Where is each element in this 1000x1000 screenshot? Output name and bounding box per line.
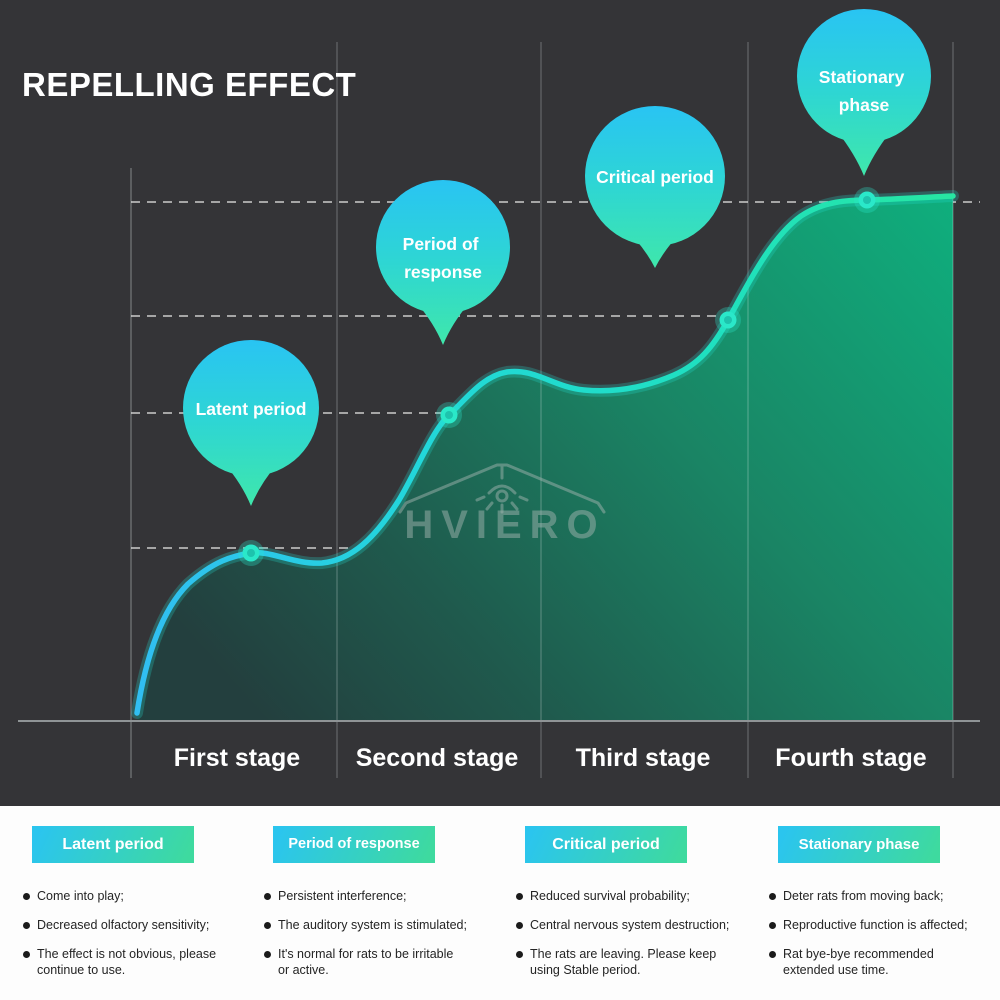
- data-point-1: [238, 540, 264, 566]
- bullet-list: Come into play; Decreased olfactory sens…: [22, 888, 257, 979]
- list-item: Decreased olfactory sensitivity;: [22, 917, 257, 934]
- stage-axis-labels: First stage Second stage Third stage Fou…: [174, 744, 927, 772]
- list-item: The auditory system is stimulated;: [263, 917, 501, 934]
- vertical-gridlines: [336, 42, 954, 778]
- stage-label-second: Second stage: [356, 744, 519, 772]
- column-stationary-phase: Stationary phase Deter rats from moving …: [768, 826, 986, 991]
- list-item: The rats are leaving. Please keep using …: [515, 946, 761, 980]
- column-period-of-response: Period of response Persistent interferen…: [263, 826, 501, 991]
- repelling-effect-chart: HVIERO: [18, 9, 980, 778]
- node-core: [445, 411, 453, 419]
- list-item: Rat bye-bye recommended extended use tim…: [768, 946, 986, 980]
- node-core: [724, 316, 732, 324]
- bullet-list: Deter rats from moving back; Reproductiv…: [768, 888, 986, 979]
- chart-panel: HVIERO: [0, 0, 1000, 806]
- watermark: HVIERO: [398, 463, 606, 547]
- balloon-body: [376, 180, 510, 314]
- node-core: [863, 196, 871, 204]
- data-point-2: [436, 402, 462, 428]
- badge-period-of-response: Period of response: [273, 826, 435, 863]
- balloon-label: Critical period: [596, 167, 714, 187]
- balloon-body: [183, 340, 319, 476]
- list-item: Come into play;: [22, 888, 257, 905]
- badge-stationary-phase: Stationary phase: [778, 826, 940, 863]
- badge-latent-period: Latent period: [32, 826, 194, 863]
- data-point-3: [715, 307, 741, 333]
- list-item: It's normal for rats to be irritable or …: [263, 946, 501, 980]
- stage-label-third: Third stage: [576, 744, 711, 772]
- balloon-latent-period: Latent period: [183, 340, 319, 506]
- balloon-critical-period: Critical period: [585, 106, 725, 268]
- bullet-list: Reduced survival probability; Central ne…: [515, 888, 761, 979]
- lamp-bulb: [495, 489, 509, 503]
- list-item: Reduced survival probability;: [515, 888, 761, 905]
- list-item: Central nervous system destruction;: [515, 917, 761, 934]
- column-critical-period: Critical period Reduced survival probabi…: [515, 826, 761, 991]
- balloon-stationary-phase: Stationary phase: [797, 9, 931, 176]
- list-item: Persistent interference;: [263, 888, 501, 905]
- balloon-body: [797, 9, 931, 143]
- balloon-label: Latent period: [196, 399, 307, 419]
- column-latent-period: Latent period Come into play; Decreased …: [22, 826, 257, 991]
- balloon-tail: [416, 302, 470, 345]
- watermark-text: HVIERO: [404, 503, 605, 547]
- balloon-period-of-response: Period of response: [376, 180, 510, 345]
- page-title: REPELLING EFFECT: [22, 66, 357, 103]
- balloon-label: Period of response: [403, 234, 484, 282]
- legend-panel: Latent period Come into play; Decreased …: [0, 806, 1000, 1000]
- balloon-label: Stationary phase: [819, 67, 909, 115]
- balloon-body: [585, 106, 725, 246]
- stage-label-first: First stage: [174, 744, 301, 772]
- balloon-tail: [837, 131, 891, 176]
- stage-label-fourth: Fourth stage: [775, 744, 926, 772]
- lamp-dome: [487, 484, 517, 495]
- data-point-4: [854, 187, 880, 213]
- bullet-list: Persistent interference; The auditory sy…: [263, 888, 501, 979]
- area-fill: [137, 196, 953, 721]
- watermark-logo-roof-lamp-icon: [398, 463, 606, 514]
- list-item: Reproductive function is affected;: [768, 917, 986, 934]
- list-item: The effect is not obvious, please contin…: [22, 946, 257, 980]
- badge-critical-period: Critical period: [525, 826, 687, 863]
- list-item: Deter rats from moving back;: [768, 888, 986, 905]
- node-core: [247, 549, 255, 557]
- lamp-rays: [475, 495, 529, 514]
